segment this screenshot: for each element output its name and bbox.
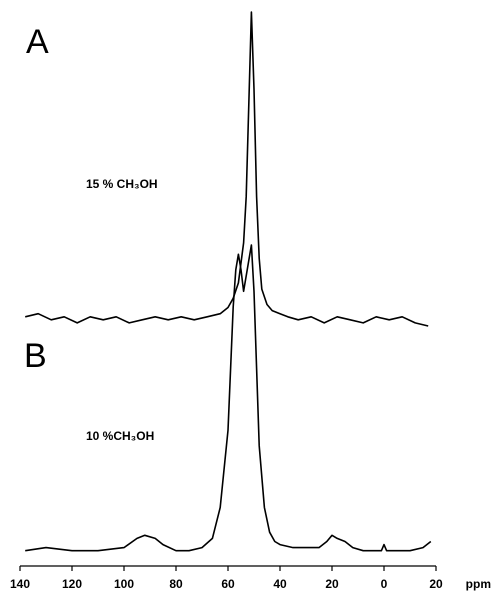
- x-tick-label: 140: [10, 577, 30, 591]
- spectrum-line: [25, 244, 432, 552]
- x-tick-label: 20: [429, 577, 443, 591]
- spectrum-line: [25, 11, 429, 327]
- x-tick-label: 80: [169, 577, 183, 591]
- x-tick-label: 20: [325, 577, 339, 591]
- panel-label: A: [26, 23, 49, 61]
- panel-label: B: [24, 337, 47, 375]
- annotation: 15 % CH₃OH: [86, 177, 158, 191]
- x-tick-label: 100: [114, 577, 134, 591]
- x-tick-label: 120: [62, 577, 82, 591]
- x-tick-label: 40: [273, 577, 287, 591]
- x-tick-label: 60: [221, 577, 235, 591]
- x-axis-label: ppm: [466, 577, 491, 591]
- annotation: 10 %CH₃OH: [86, 429, 154, 443]
- x-tick-label: 0: [381, 577, 388, 591]
